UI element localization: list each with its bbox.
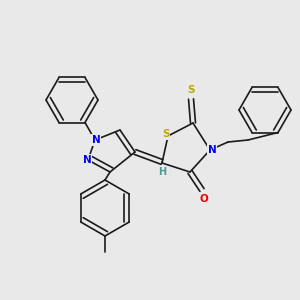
Text: N: N bbox=[208, 145, 216, 155]
Text: N: N bbox=[82, 155, 91, 165]
Text: O: O bbox=[200, 194, 208, 204]
Text: S: S bbox=[162, 129, 170, 139]
Text: S: S bbox=[187, 85, 195, 95]
Text: H: H bbox=[158, 167, 166, 177]
Text: N: N bbox=[92, 135, 100, 145]
